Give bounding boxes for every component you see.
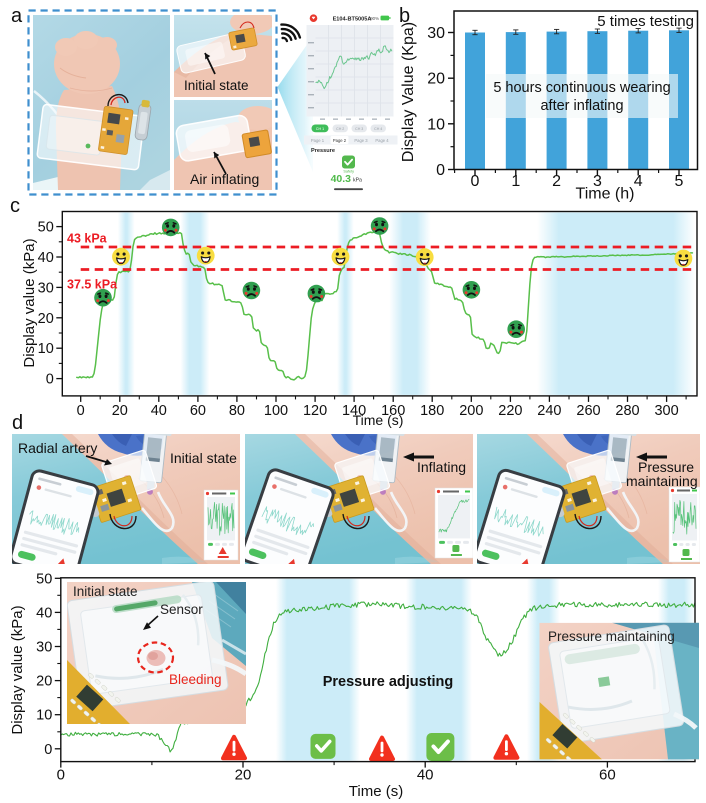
- svg-text:60: 60: [190, 403, 206, 419]
- svg-text:20: 20: [38, 311, 54, 327]
- svg-text:Initial state: Initial state: [73, 584, 138, 599]
- svg-text:40: 40: [36, 605, 52, 621]
- svg-text:Display value (kPa): Display value (kPa): [9, 605, 26, 734]
- svg-text:220: 220: [498, 403, 522, 419]
- svg-text:Time (s): Time (s): [349, 783, 403, 800]
- svg-text:0: 0: [44, 742, 52, 758]
- svg-text:Page 3: Page 3: [354, 138, 368, 143]
- svg-text:1: 1: [511, 173, 520, 190]
- svg-text:Sensor: Sensor: [160, 602, 203, 617]
- svg-text:40: 40: [151, 403, 167, 419]
- svg-text:240: 240: [537, 403, 561, 419]
- svg-text:E104-BT5005A: E104-BT5005A: [333, 17, 372, 23]
- svg-text:Initial state: Initial state: [184, 78, 249, 93]
- svg-text:5: 5: [675, 173, 684, 190]
- svg-text:Initial state: Initial state: [170, 450, 237, 466]
- svg-text:Air inflating: Air inflating: [190, 171, 259, 187]
- svg-text:5 times testing: 5 times testing: [597, 13, 694, 30]
- svg-text:80: 80: [229, 403, 245, 419]
- svg-text:20: 20: [112, 403, 128, 419]
- svg-text:CH 2: CH 2: [336, 127, 344, 131]
- svg-text:10: 10: [427, 116, 445, 133]
- svg-text:40: 40: [38, 250, 54, 266]
- svg-text:30: 30: [36, 640, 52, 656]
- svg-text:10: 10: [36, 708, 52, 724]
- svg-text:Time (h): Time (h): [576, 186, 635, 203]
- svg-text:5 hours continuous wearing: 5 hours continuous wearing: [493, 80, 670, 96]
- svg-text:3: 3: [593, 173, 602, 190]
- svg-text:0: 0: [57, 767, 65, 784]
- svg-text:d: d: [12, 412, 23, 434]
- svg-text:40.3: 40.3: [331, 173, 352, 185]
- svg-text:Time (s): Time (s): [353, 412, 404, 428]
- svg-text:50: 50: [38, 220, 54, 236]
- svg-text:10: 10: [38, 341, 54, 357]
- svg-text:0: 0: [436, 162, 445, 179]
- svg-text:Bleeding: Bleeding: [169, 672, 222, 687]
- svg-text:CH 4: CH 4: [374, 127, 382, 131]
- svg-text:Page 2: Page 2: [333, 138, 347, 143]
- svg-text:180: 180: [420, 403, 444, 419]
- svg-text:4: 4: [634, 173, 643, 190]
- svg-text:200: 200: [459, 403, 483, 419]
- svg-text:43 kPa: 43 kPa: [67, 232, 108, 246]
- svg-text:100: 100: [264, 403, 288, 419]
- svg-text:b: b: [399, 5, 410, 27]
- svg-text:50: 50: [36, 571, 52, 587]
- svg-text:40: 40: [417, 767, 434, 784]
- svg-text:Pressure maintaining: Pressure maintaining: [548, 629, 675, 644]
- svg-text:a: a: [11, 5, 23, 27]
- svg-text:30: 30: [427, 25, 445, 42]
- svg-text:c: c: [10, 195, 20, 217]
- svg-text:Page 4: Page 4: [375, 138, 389, 143]
- svg-text:Radial artery: Radial artery: [18, 440, 97, 456]
- svg-text:Display Value (Kpa): Display Value (Kpa): [400, 22, 417, 162]
- svg-text:0: 0: [77, 403, 85, 419]
- svg-text:Safety: Safety: [343, 170, 354, 174]
- svg-text:maintaining: maintaining: [626, 473, 698, 489]
- svg-text:90%: 90%: [370, 16, 379, 21]
- svg-text:Page 1: Page 1: [311, 138, 325, 143]
- svg-text:60: 60: [599, 767, 616, 784]
- svg-text:Pressure: Pressure: [638, 459, 694, 475]
- svg-text:after inflating: after inflating: [540, 98, 623, 114]
- svg-text:Pressure adjusting: Pressure adjusting: [323, 674, 454, 690]
- svg-text:37.5 kPa: 37.5 kPa: [67, 278, 118, 292]
- svg-text:120: 120: [303, 403, 327, 419]
- svg-text:Pressure: Pressure: [311, 148, 335, 154]
- svg-text:CH 3: CH 3: [355, 127, 363, 131]
- svg-text:20: 20: [36, 674, 52, 690]
- svg-text:260: 260: [576, 403, 600, 419]
- svg-text:CH 1: CH 1: [316, 127, 324, 131]
- svg-text:300: 300: [654, 403, 678, 419]
- svg-text:Display value (kPa): Display value (kPa): [21, 238, 38, 367]
- svg-text:140: 140: [342, 403, 366, 419]
- svg-text:20: 20: [235, 767, 252, 784]
- svg-text:kPa: kPa: [353, 178, 362, 184]
- svg-text:20: 20: [427, 71, 445, 88]
- svg-text:Inflating: Inflating: [417, 459, 466, 475]
- svg-text:0: 0: [46, 372, 54, 388]
- svg-text:160: 160: [381, 403, 405, 419]
- svg-text:2: 2: [552, 173, 561, 190]
- svg-text:30: 30: [38, 280, 54, 296]
- svg-text:280: 280: [615, 403, 639, 419]
- svg-text:0: 0: [471, 173, 480, 190]
